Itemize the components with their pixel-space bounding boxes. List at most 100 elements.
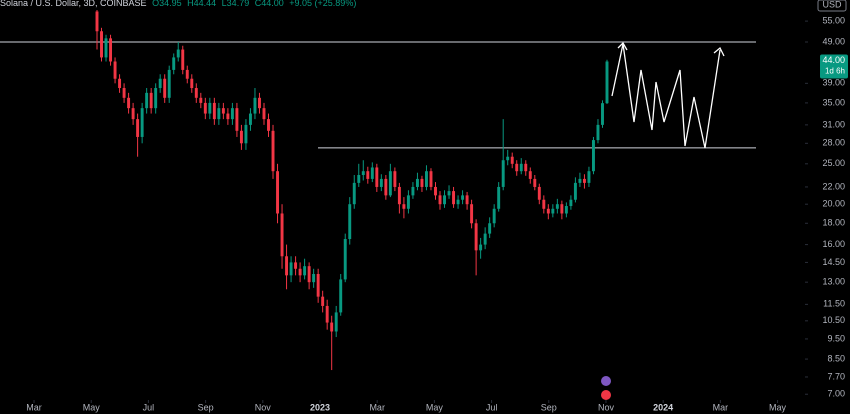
x-tick-label: May bbox=[769, 402, 787, 412]
candle-body bbox=[334, 312, 338, 332]
candle-body bbox=[230, 108, 234, 120]
candle-body bbox=[542, 199, 546, 209]
candle-body bbox=[402, 204, 406, 209]
currency[interactable]: USD bbox=[822, 0, 842, 9]
candle-body bbox=[587, 171, 591, 183]
candle-body bbox=[307, 266, 311, 283]
candle-body bbox=[235, 108, 239, 131]
low: L34.79 bbox=[222, 0, 250, 8]
candle-body bbox=[573, 182, 577, 200]
y-tick-label: 55.00 bbox=[822, 15, 845, 25]
candle-body bbox=[528, 171, 532, 179]
candle-body bbox=[352, 182, 356, 205]
candle-body bbox=[479, 244, 483, 251]
candle-body bbox=[145, 92, 149, 109]
candle-body bbox=[429, 171, 433, 187]
candle-body bbox=[100, 31, 103, 58]
candle-body bbox=[298, 268, 302, 276]
event-icon[interactable] bbox=[601, 376, 611, 386]
candle-body bbox=[167, 69, 171, 98]
candle-body bbox=[601, 103, 604, 125]
candle-body bbox=[149, 92, 153, 109]
candle-body bbox=[109, 38, 113, 62]
candle-body bbox=[578, 178, 582, 183]
y-tick-label: 49.00 bbox=[822, 36, 845, 46]
candle-body bbox=[221, 108, 225, 114]
y-tick-label: 7.70 bbox=[827, 371, 845, 381]
countdown: 1d 6h bbox=[825, 67, 845, 76]
candle-body bbox=[104, 38, 108, 58]
x-tick-label: Sep bbox=[198, 402, 214, 412]
candle-body bbox=[330, 322, 334, 332]
y-tick-label: 22.00 bbox=[822, 181, 845, 191]
header-bg bbox=[0, 0, 420, 10]
candle-body bbox=[546, 208, 550, 214]
y-tick-label: 35.00 bbox=[822, 97, 845, 107]
x-tick-label: Mar bbox=[369, 402, 385, 412]
candle-body bbox=[524, 163, 528, 172]
high: H44.44 bbox=[187, 0, 216, 8]
x-tick-label: Nov bbox=[255, 402, 272, 412]
candle-body bbox=[140, 108, 144, 137]
candle-body bbox=[181, 49, 185, 70]
candle-body bbox=[515, 163, 519, 172]
candle-body bbox=[122, 88, 126, 98]
projection-arrow bbox=[617, 41, 628, 51]
candle-body bbox=[158, 78, 162, 89]
candle-body bbox=[375, 167, 379, 187]
candle-body bbox=[118, 78, 122, 89]
candle-body bbox=[397, 186, 401, 205]
currency-box[interactable] bbox=[817, 0, 847, 12]
y-tick-label: 16.00 bbox=[822, 239, 845, 249]
candle-body bbox=[555, 204, 559, 209]
candle-body bbox=[465, 195, 469, 205]
candle-body bbox=[492, 208, 496, 224]
y-tick-label: 7.00 bbox=[827, 389, 845, 399]
candle-body bbox=[564, 206, 568, 214]
y-tick-label: 11.50 bbox=[823, 299, 845, 309]
candle-body bbox=[339, 279, 343, 313]
candle-body bbox=[452, 191, 456, 205]
candle-body bbox=[239, 130, 243, 144]
candle-body bbox=[154, 88, 158, 109]
candle-body bbox=[194, 88, 198, 98]
candle-body bbox=[560, 204, 564, 214]
header: Solana / U.S. Dollar, 3D, COINBASE O34.9… bbox=[0, 0, 356, 8]
candle-body bbox=[303, 266, 307, 276]
x-tick-label: 2024 bbox=[653, 402, 673, 412]
candle-body bbox=[438, 195, 442, 205]
projection-path bbox=[611, 43, 721, 149]
candle-body bbox=[280, 213, 284, 257]
candle-body bbox=[470, 204, 474, 224]
candle-body bbox=[510, 156, 514, 164]
last-price-box bbox=[820, 54, 848, 79]
candle-body bbox=[569, 199, 573, 207]
candle-body bbox=[415, 178, 419, 187]
candle-body bbox=[361, 171, 365, 176]
candle-body bbox=[127, 97, 131, 109]
candle-body bbox=[244, 124, 248, 144]
candle-body bbox=[501, 160, 505, 187]
candle-body bbox=[388, 171, 392, 196]
candle-body bbox=[519, 163, 523, 172]
projection-arrow bbox=[713, 46, 725, 57]
candle-body bbox=[483, 233, 487, 245]
candle-body bbox=[425, 171, 428, 187]
candle-body bbox=[506, 156, 510, 161]
candle-body bbox=[406, 195, 410, 209]
x-tick-label: Mar bbox=[26, 402, 42, 412]
candle-body bbox=[366, 171, 370, 179]
change: +9.05 (+25.89%) bbox=[289, 0, 356, 8]
candle-body bbox=[582, 178, 586, 183]
candle-body bbox=[343, 239, 347, 280]
y-tick-label: 9.50 bbox=[827, 333, 845, 343]
candle-body bbox=[172, 57, 176, 70]
candle-body bbox=[488, 223, 492, 234]
event-icon[interactable] bbox=[601, 390, 611, 400]
candle-body bbox=[321, 296, 325, 306]
candle-body bbox=[113, 61, 117, 79]
y-tick-label: 25.00 bbox=[822, 158, 845, 168]
candle-body bbox=[348, 204, 352, 240]
candle-body bbox=[208, 102, 212, 114]
